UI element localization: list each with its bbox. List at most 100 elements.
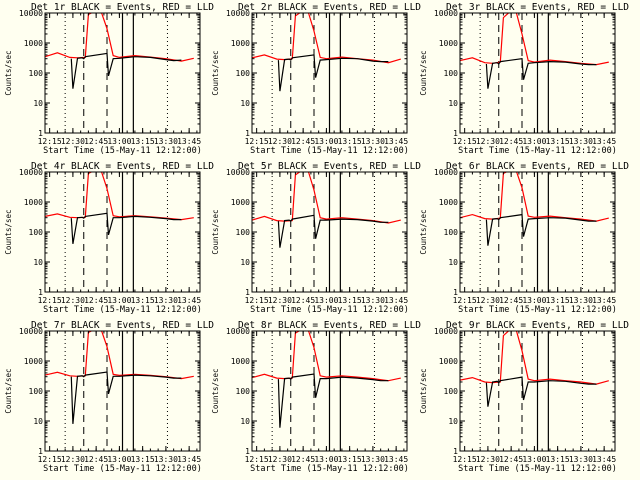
y-tick-label: 10000 [19, 168, 43, 177]
events-series-line [485, 213, 597, 246]
y-tick-label: 100 [236, 228, 251, 237]
panel-title: Det 7r BLACK = Events, RED = LLD [31, 320, 214, 331]
panel-title: Det 6r BLACK = Events, RED = LLD [446, 161, 629, 172]
x-tick-label: 13:15 [546, 137, 570, 146]
panel-title: Det 5r BLACK = Events, RED = LLD [238, 161, 421, 172]
panel-title: Det 8r BLACK = Events, RED = LLD [238, 320, 421, 331]
y-tick-label: 10 [33, 258, 43, 267]
x-tick-label: 13:15 [131, 137, 155, 146]
y-tick-label: 1 [38, 288, 43, 297]
y-tick-label: 1000 [439, 39, 458, 48]
x-tick-label: 12:15 [245, 455, 269, 464]
y-tick-label: 1 [245, 288, 250, 297]
x-tick-label: 12:15 [38, 455, 62, 464]
y-tick-label: 1000 [24, 198, 43, 207]
y-tick-label: 1 [453, 129, 458, 138]
x-tick-label: 13:30 [569, 137, 593, 146]
x-tick-label: 12:15 [453, 296, 477, 305]
lld-series-line [252, 172, 401, 224]
x-tick-label: 13:30 [154, 455, 178, 464]
x-axis-label: Start Time (15-May-11 12:12:00) [43, 305, 202, 315]
y-tick-label: 10000 [434, 168, 458, 177]
lld-series-line [45, 331, 194, 380]
y-tick-label: 10 [33, 417, 43, 426]
y-tick-label: 100 [29, 228, 44, 237]
x-tick-label: 12:45 [291, 137, 315, 146]
x-tick-label: 12:15 [453, 455, 477, 464]
x-tick-label: 13:30 [154, 137, 178, 146]
x-tick-label: 13:45 [592, 137, 616, 146]
y-tick-label: 1000 [24, 357, 43, 366]
x-tick-label: 12:30 [61, 296, 85, 305]
lld-series-line [252, 331, 401, 382]
y-tick-label: 100 [29, 387, 44, 396]
x-tick-label: 12:15 [453, 137, 477, 146]
y-tick-label: 100 [444, 228, 459, 237]
y-axis-label: Counts/sec [4, 368, 13, 413]
y-tick-label: 100 [444, 69, 459, 78]
x-tick-label: 13:15 [131, 455, 155, 464]
lld-series-line [460, 331, 609, 385]
x-tick-label: 12:45 [499, 296, 523, 305]
lld-series-line [45, 13, 194, 62]
x-tick-label: 13:30 [569, 296, 593, 305]
x-axis-label: Start Time (15-May-11 12:12:00) [250, 146, 409, 156]
x-tick-label: 12:45 [499, 137, 523, 146]
x-tick-label: 12:30 [476, 296, 500, 305]
y-tick-label: 1 [38, 129, 43, 138]
time-markers [64, 331, 168, 451]
detector-panel: Det 3r BLACK = Events, RED = LLD 1 10 100 10… [419, 2, 629, 156]
x-tick-label: 12:30 [268, 296, 292, 305]
events-series-line [485, 376, 597, 407]
x-tick-label: 13:15 [546, 455, 570, 464]
events-series-line [277, 214, 389, 248]
y-tick-label: 1 [453, 288, 458, 297]
x-tick-label: 13:15 [338, 137, 362, 146]
panel-title: Det 9r BLACK = Events, RED = LLD [446, 320, 629, 331]
x-tick-label: 12:15 [38, 137, 62, 146]
time-markers [479, 331, 583, 451]
detector-panel: Det 6r BLACK = Events, RED = LLD 1 10 100 10… [419, 161, 629, 315]
x-tick-label: 13:45 [384, 137, 408, 146]
x-tick-label: 12:15 [245, 296, 269, 305]
x-tick-label: 13:15 [338, 296, 362, 305]
time-markers [271, 172, 375, 292]
x-tick-label: 13:30 [569, 455, 593, 464]
x-tick-label: 12:30 [268, 455, 292, 464]
y-tick-label: 10000 [434, 327, 458, 336]
x-tick-label: 13:45 [592, 455, 616, 464]
x-axis-label: Start Time (15-May-11 12:12:00) [43, 464, 202, 474]
x-tick-label: 12:30 [61, 137, 85, 146]
events-series-line [277, 373, 389, 428]
x-tick-label: 12:45 [84, 296, 108, 305]
x-tick-label: 12:45 [84, 137, 108, 146]
x-tick-label: 13:00 [522, 296, 546, 305]
y-axis-label: Counts/sec [419, 368, 428, 413]
y-tick-label: 10000 [434, 9, 458, 18]
lld-series-line [460, 172, 609, 222]
x-tick-label: 13:00 [314, 296, 338, 305]
y-tick-label: 10 [33, 99, 43, 108]
time-markers [271, 331, 375, 451]
detector-panel: Det 8r BLACK = Events, RED = LLD 1 10 100 10… [211, 320, 421, 474]
x-tick-label: 13:15 [131, 296, 155, 305]
panel-title: Det 3r BLACK = Events, RED = LLD [446, 2, 629, 13]
events-series-line [70, 52, 182, 89]
x-tick-label: 12:30 [268, 137, 292, 146]
x-tick-label: 13:15 [338, 455, 362, 464]
y-tick-label: 1000 [231, 357, 250, 366]
panel-title: Det 1r BLACK = Events, RED = LLD [31, 2, 214, 13]
y-tick-label: 1000 [231, 198, 250, 207]
x-axis-label: Start Time (15-May-11 12:12:00) [458, 146, 617, 156]
x-tick-label: 13:00 [522, 137, 546, 146]
y-axis-label: Counts/sec [211, 209, 220, 254]
panel-title: Det 4r BLACK = Events, RED = LLD [31, 161, 214, 172]
y-tick-label: 10000 [19, 327, 43, 336]
y-tick-label: 10000 [226, 327, 250, 336]
y-tick-label: 1 [245, 129, 250, 138]
y-axis-label: Counts/sec [4, 50, 13, 95]
detector-panel: Det 1r BLACK = Events, RED = LLD 1 10 100 10… [4, 2, 214, 156]
x-tick-label: 13:30 [154, 296, 178, 305]
x-tick-label: 13:15 [546, 296, 570, 305]
